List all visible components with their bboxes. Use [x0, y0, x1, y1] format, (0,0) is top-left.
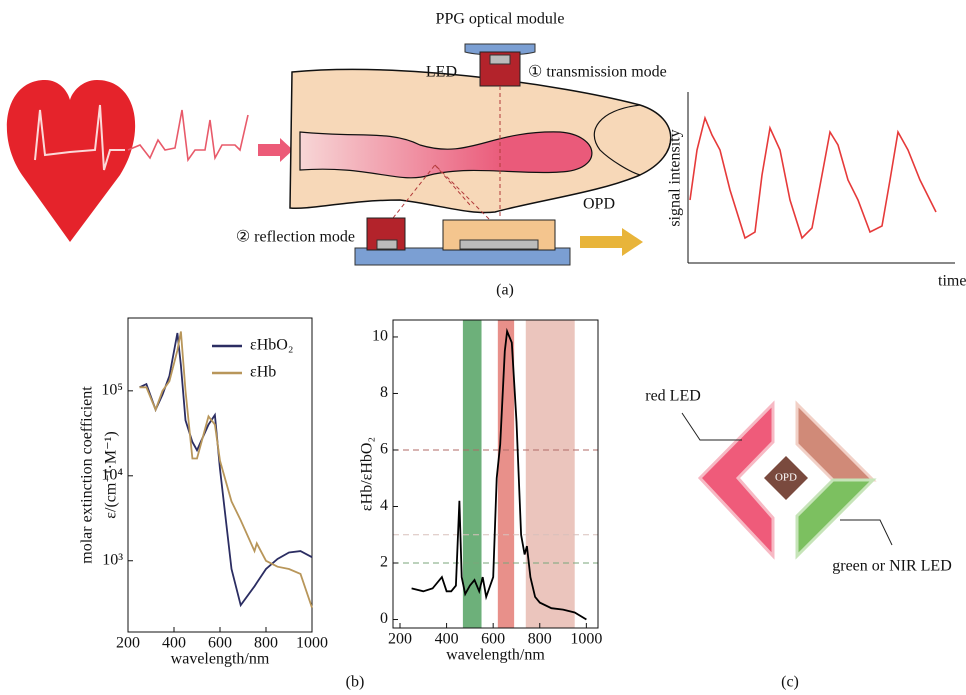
panel-label: (b): [346, 674, 365, 691]
panel-label: (c): [781, 674, 799, 691]
y-tick-label: 8: [380, 384, 388, 401]
x-tick-label: 800: [528, 631, 552, 648]
opd-label: OPD: [775, 472, 797, 484]
red-led-label: red LED: [645, 388, 701, 405]
led-chip: [377, 240, 397, 249]
nir-led: [797, 404, 873, 480]
signal-ylabel: signal intensity: [667, 129, 684, 226]
green-led: [797, 480, 873, 556]
x-tick-label: 200: [116, 635, 140, 652]
y-tick-label: 10⁵: [101, 382, 123, 399]
panel-c: OPD red LED green or NIR LED (c): [645, 388, 952, 691]
x-tick-label: 800: [254, 635, 278, 652]
figure: PPG optical module LED ① transmission mo…: [0, 0, 966, 695]
red-led: [700, 404, 773, 556]
y-axis-label: εHb/εHbO₂: [359, 437, 376, 511]
y-tick-label: 6: [380, 441, 388, 458]
x-tick-label: 600: [208, 635, 232, 652]
x-tick-label: 400: [435, 631, 459, 648]
y-tick-label: 2: [380, 554, 388, 571]
callout: [682, 413, 742, 440]
legend-label: εHb: [250, 364, 276, 381]
legend-label: εHbO₂: [250, 337, 293, 354]
x-tick-label: 1000: [296, 635, 328, 652]
ecg: [128, 110, 248, 160]
opd-label: OPD: [583, 196, 615, 213]
led-label: LED: [426, 64, 457, 81]
y-tick-label: 0: [380, 610, 388, 627]
board: [355, 248, 570, 265]
opd-chip: [460, 240, 538, 249]
y-tick-label: 10: [372, 328, 388, 345]
module-title: PPG optical module: [436, 11, 565, 28]
panel-label: (a): [496, 282, 514, 299]
led-chip: [490, 55, 510, 64]
y-axis-label: molar extinction coefficient: [79, 386, 96, 564]
y-axis-label: ε/(cm⁻¹·M⁻¹): [103, 431, 120, 518]
y-tick-label: 4: [380, 497, 388, 514]
reflection-label: ② reflection mode: [236, 229, 355, 246]
band: [498, 320, 514, 628]
signal-curve: [690, 118, 936, 238]
band: [526, 320, 575, 628]
y-tick-label: 10³: [102, 551, 123, 568]
x-axis-label: wavelength/nm: [171, 651, 270, 668]
signal-xlabel: time: [938, 273, 966, 290]
arrow: [580, 228, 643, 256]
arrow: [258, 138, 293, 162]
x-tick-label: 600: [481, 631, 505, 648]
green-led-label: green or NIR LED: [832, 558, 952, 575]
x-tick-label: 200: [388, 631, 412, 648]
callout: [840, 520, 892, 545]
transmission-label: ① transmission mode: [528, 64, 667, 81]
heart: [7, 80, 135, 242]
x-axis-label: wavelength/nm: [446, 647, 545, 664]
x-tick-label: 1000: [570, 631, 602, 648]
panel-a: PPG optical module LED ① transmission mo…: [7, 11, 966, 299]
x-tick-label: 400: [162, 635, 186, 652]
